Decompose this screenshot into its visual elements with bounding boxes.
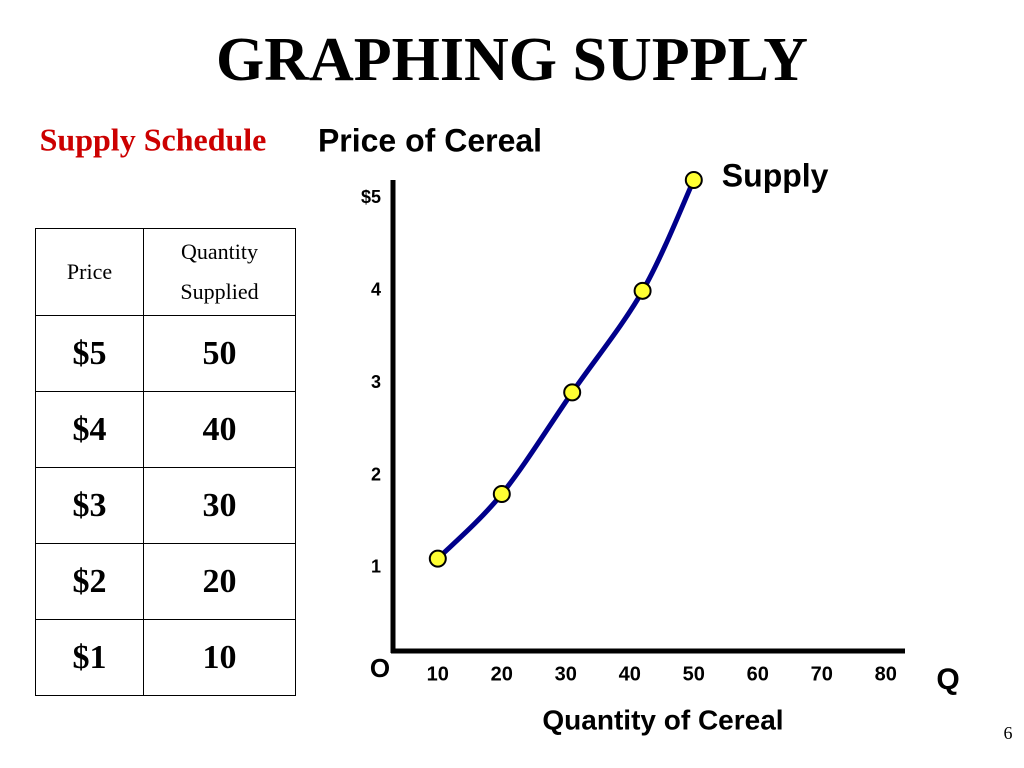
table-cell: 30 bbox=[143, 467, 296, 544]
table-cell: $4 bbox=[35, 391, 144, 468]
data-point bbox=[428, 549, 447, 568]
table-cell: 50 bbox=[143, 315, 296, 392]
x-tick-label: 50 bbox=[683, 663, 705, 685]
data-point bbox=[492, 485, 511, 503]
x-tick-label: 60 bbox=[747, 663, 769, 685]
x-tick-label: 40 bbox=[619, 663, 641, 685]
table-row: $3 30 bbox=[35, 467, 296, 544]
data-point bbox=[684, 171, 703, 189]
table-row: $5 50 bbox=[35, 315, 296, 392]
x-end-label: Q bbox=[936, 663, 959, 696]
x-tick-label: 10 bbox=[427, 663, 449, 685]
page-number: 6 bbox=[1004, 723, 1013, 743]
table-cell: $1 bbox=[35, 619, 144, 696]
y-tick-label: 3 bbox=[371, 372, 381, 392]
table-cell: Quantity Supplied bbox=[143, 228, 296, 316]
table-cell: $5 bbox=[35, 315, 144, 392]
series-label: Supply bbox=[722, 157, 829, 193]
data-point bbox=[633, 281, 652, 300]
table-cell: 10 bbox=[143, 619, 296, 696]
x-tick-label: 80 bbox=[875, 663, 897, 685]
data-point bbox=[563, 383, 582, 402]
y-tick-label: 4 bbox=[371, 280, 381, 300]
table-row: $1 10 bbox=[35, 619, 296, 696]
x-tick-label: 30 bbox=[555, 663, 577, 685]
y-axis-label: Price of Cereal bbox=[318, 122, 542, 158]
x-tick-label: 20 bbox=[491, 663, 513, 685]
x-axis-label: Quantity of Cereal bbox=[542, 704, 783, 735]
supply-curve bbox=[436, 178, 697, 561]
table-cell: $2 bbox=[35, 543, 144, 620]
supply-table: Price Quantity Supplied $5 50 $4 40 $3 30 $2 20 $1… bbox=[35, 228, 296, 696]
table-row: $4 40 bbox=[35, 391, 296, 468]
table-cell: 40 bbox=[143, 391, 296, 468]
table-cell: 20 bbox=[143, 543, 296, 620]
y-tick-label: $5 bbox=[361, 187, 381, 207]
origin-label: O bbox=[370, 653, 390, 683]
slide-title: GRAPHING SUPPLY bbox=[216, 26, 808, 94]
table-cell: $3 bbox=[35, 467, 144, 544]
x-tick-label: 70 bbox=[811, 663, 833, 685]
table-caption: Supply Schedule bbox=[40, 121, 267, 157]
table-row: Price Quantity Supplied bbox=[35, 228, 296, 316]
table-row: $2 20 bbox=[35, 543, 296, 620]
table-cell: Price bbox=[35, 228, 144, 316]
y-tick-label: 1 bbox=[371, 557, 381, 577]
y-tick-label: 2 bbox=[371, 464, 381, 484]
